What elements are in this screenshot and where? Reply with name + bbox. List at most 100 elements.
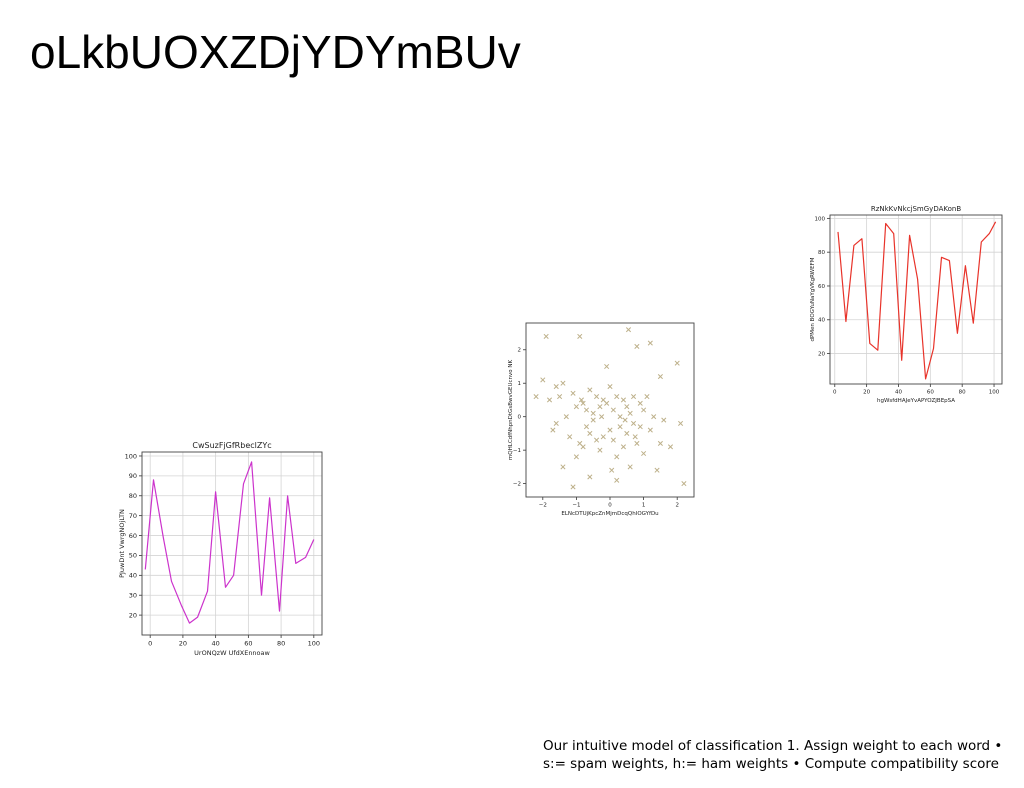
scatter-point [583,407,590,413]
scatter-point-stroke [630,420,637,426]
scatter-point [583,424,590,430]
scatter-point-stroke [590,417,596,423]
scatter-point-stroke [604,400,610,406]
x-tick-label: 0 [148,640,152,648]
scatter-point-stroke [590,410,596,416]
x-tick-label: 1 [642,503,646,509]
scatter-point-stroke [637,424,643,430]
scatter-point-stroke [647,340,653,346]
scatter-point-stroke [654,467,660,473]
scatter-point [622,417,628,423]
scatter-point-stroke [597,447,603,453]
scatter-point-stroke [614,394,620,400]
x-tick-label: 80 [277,640,285,648]
scatter-point-stroke [600,434,606,440]
scatter-point [620,397,626,403]
chart-title: RzNkKvNkcjSmGyDAKonB [871,205,961,213]
scatter-point [620,444,626,450]
scatter-point [604,363,610,370]
scatter-point [570,484,576,490]
scatter-point-stroke [540,377,546,383]
scatter-point [573,404,579,410]
scatter-chart: −2 −1 0 1 2 −2 −1 0 1 2 ELNcDTUjKpcZnMjmDcqQhIOGYf… [508,322,695,517]
y-tick-label: 20 [818,352,825,358]
x-tick-label: −2 [539,503,547,509]
scatter-point-stroke [567,434,573,440]
plot-frame [141,451,323,636]
caption-line-1: Our intuitive model of classification 1.… [543,738,1003,754]
plot-frame [525,322,695,498]
scatter-point [573,454,579,460]
scatter-point-stroke [607,427,613,433]
scatter-point-stroke [610,437,616,443]
scatter-point [610,437,616,443]
scatter-point-stroke [577,440,583,447]
scatter-point [557,394,563,400]
scatter-point-stroke [661,417,667,423]
scatter-point [607,384,613,390]
scatter-point-stroke [573,454,579,460]
scatter-point [641,450,647,457]
scatter-point [667,444,674,450]
scatter-point-stroke [578,397,584,403]
scatter-point-stroke [560,380,566,386]
scatter-point [587,474,593,480]
scatter-point [637,424,643,430]
scatter-point [644,394,650,400]
y-tick-label: 90 [129,472,137,480]
scatter-point-stroke [543,333,549,339]
scatter-point-stroke [597,404,603,410]
scatter-point-stroke [634,343,640,349]
y-tick-label: 100 [125,452,137,460]
chart-title: CwSuzFjGfRbeclZYc [192,441,271,450]
scatter-point [610,407,616,413]
y-axis-label: dPMen BOGYuNaYgVKgRWEFM [810,257,816,341]
scatter-point-stroke [600,397,606,403]
scatter-point-stroke [641,407,647,413]
x-axis-label: hgWsfdHAJeYvAPYOZJBEpSA [877,398,955,404]
scatter-point-stroke [587,474,593,480]
scatter-point-stroke [620,444,626,450]
series-line [837,221,997,380]
caption-line-2: s:= spam weights, h:= ham weights • Comp… [543,756,999,772]
y-axis-label: mQHLCdfNhpnDtGsBwvGEUcnvo NK [508,360,514,461]
scatter-point-stroke [577,333,583,339]
scatter-point [624,404,630,410]
scatter-point-stroke [607,384,613,390]
scatter-point [614,454,620,460]
x-axis-label: ELNcDTUjKpcZnMjmDcqQhIOGYfDu [561,511,658,517]
scatter-point-stroke [594,394,600,400]
scatter-point-stroke [580,400,586,406]
y-tick-label: 40 [818,318,825,324]
scatter-point [647,340,653,346]
scatter-point-stroke [614,477,620,483]
scatter-point [632,434,638,440]
y-tick-label: −2 [513,482,521,488]
scatter-point-stroke [583,407,590,413]
scatter-point [540,377,546,383]
scatter-point [614,394,620,400]
scatter-point-stroke [657,440,663,447]
slide-caption: Our intuitive model of classification 1.… [543,737,1023,773]
scatter-point-stroke [634,440,640,447]
scatter-point [577,333,583,339]
scatter-point-stroke [587,430,593,436]
scatter-point [580,444,586,450]
scatter-point-stroke [617,424,623,430]
scatter-point-stroke [647,427,653,433]
scatter-point [630,420,637,426]
x-axis-label: UrONQzW UfdXEnnoaw [194,649,270,657]
y-tick-label: 20 [129,611,137,619]
scatter-point [654,467,660,473]
scatter-point-stroke [546,397,553,403]
scatter-point [587,430,593,436]
y-tick-label: 2 [518,348,522,354]
y-tick-label: 1 [518,381,522,387]
scatter-point [661,417,667,423]
y-tick-label: 80 [129,492,137,500]
scatter-point-stroke [620,397,626,403]
scatter-point [550,427,556,433]
scatter-point-stroke [573,404,579,410]
scatter-point-stroke [599,414,605,420]
scatter-point [600,434,606,440]
